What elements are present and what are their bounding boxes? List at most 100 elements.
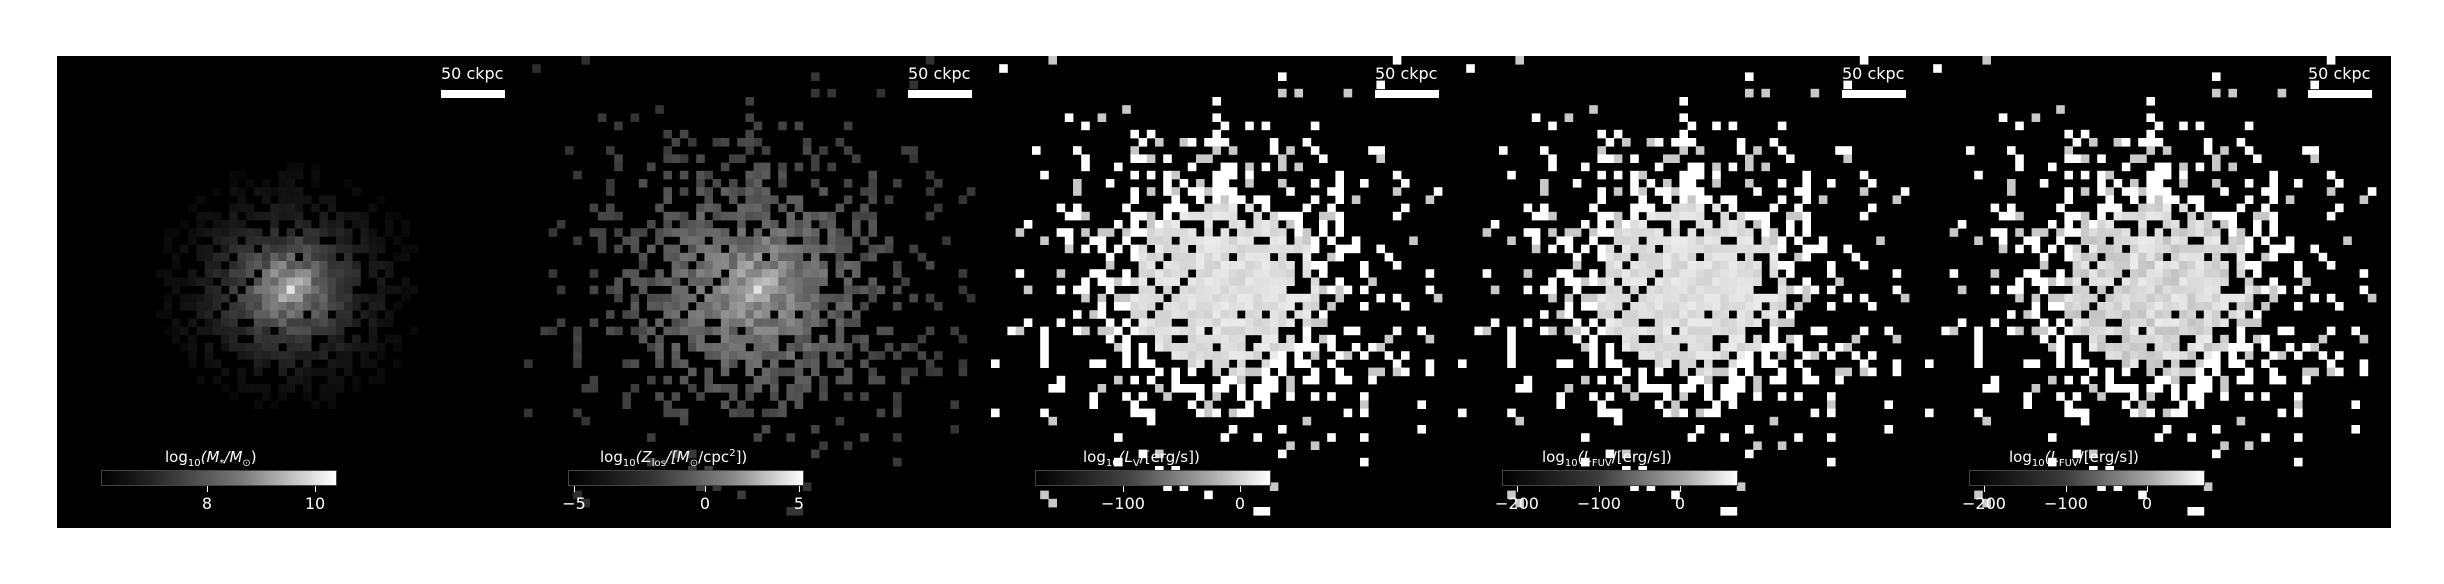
map-pixel — [1171, 195, 1180, 204]
map-pixel — [1687, 359, 1697, 368]
map-pixel — [1990, 269, 2000, 278]
map-pixel — [212, 261, 222, 270]
colorbar-label-sub: FUV — [1591, 458, 1612, 469]
map-pixel — [1687, 244, 1697, 254]
map-pixel — [286, 334, 296, 344]
map-pixel — [1245, 179, 1254, 188]
map-pixel — [2080, 318, 2090, 327]
map-pixel — [1859, 187, 1869, 196]
map-pixel — [2179, 351, 2188, 360]
map-pixel — [1187, 310, 1197, 319]
map-pixel — [286, 261, 296, 270]
map-pixel — [901, 277, 910, 286]
map-pixel — [1212, 211, 1221, 221]
map-pixel — [1745, 211, 1754, 221]
map-pixel — [1343, 375, 1353, 385]
map-pixel — [229, 220, 238, 229]
map-pixel — [2318, 351, 2328, 360]
map-pixel — [2146, 392, 2155, 401]
map-pixel — [647, 326, 656, 336]
map-pixel — [1097, 384, 1107, 393]
map-pixel — [344, 310, 353, 319]
map-pixel — [2187, 507, 2196, 516]
map-pixel — [1663, 277, 1672, 286]
map-pixel — [1761, 211, 1770, 221]
map-pixel — [2023, 400, 2032, 409]
map-pixel — [1679, 269, 1688, 278]
map-pixel — [1146, 359, 1156, 368]
map-pixel — [761, 244, 771, 254]
map-pixel — [1597, 211, 1606, 221]
map-pixel — [2244, 375, 2254, 385]
map-pixel — [1310, 441, 1320, 450]
map-pixel — [2080, 326, 2090, 336]
map-pixel — [1720, 318, 1729, 327]
map-pixel — [802, 375, 812, 385]
map-pixel — [319, 285, 328, 295]
map-pixel — [1728, 203, 1738, 213]
map-pixel — [679, 228, 689, 237]
map-pixel — [204, 318, 214, 327]
map-pixel — [221, 293, 230, 303]
map-pixel — [2023, 269, 2032, 278]
map-pixel — [893, 261, 902, 270]
map-pixel — [1630, 302, 1639, 311]
map-pixel — [2326, 211, 2336, 221]
map-pixel — [2064, 302, 2073, 311]
map-pixel — [221, 252, 230, 262]
map-pixel — [1794, 203, 1803, 213]
map-pixel — [262, 285, 271, 295]
map-pixel — [1220, 318, 1230, 327]
map-pixel — [1638, 375, 1647, 385]
map-pixel — [2072, 302, 2082, 311]
map-pixel — [1155, 252, 1164, 262]
map-pixel — [720, 261, 730, 270]
map-pixel — [1753, 187, 1762, 196]
map-pixel — [2203, 269, 2213, 278]
map-pixel — [2236, 334, 2246, 344]
map-pixel — [2212, 72, 2221, 81]
map-pixel — [1130, 195, 1139, 204]
map-pixel — [761, 367, 771, 377]
map-pixel — [204, 310, 214, 319]
map-pixel — [876, 408, 886, 418]
map-pixel — [1187, 293, 1197, 303]
map-pixel — [696, 154, 705, 163]
map-pixel — [794, 285, 804, 295]
map-pixel — [1155, 310, 1164, 319]
map-pixel — [1253, 211, 1262, 221]
map-pixel — [2195, 302, 2205, 311]
map-pixel — [2195, 244, 2205, 254]
map-pixel — [352, 220, 361, 229]
map-pixel — [770, 384, 779, 393]
map-pixel — [638, 228, 648, 237]
map-pixel — [303, 244, 312, 254]
map-pixel — [1630, 261, 1639, 270]
map-pixel — [679, 236, 689, 245]
map-pixel — [1056, 228, 1066, 237]
map-pixel — [819, 441, 828, 450]
map-pixel — [1146, 228, 1156, 237]
map-pixel — [1605, 252, 1615, 262]
map-pixel — [589, 228, 599, 237]
map-pixel — [221, 220, 230, 229]
map-pixel — [270, 318, 279, 327]
map-pixel — [786, 228, 795, 237]
map-pixel — [1794, 252, 1803, 262]
map-pixel — [2097, 154, 2106, 163]
map-pixel — [344, 359, 353, 368]
map-pixel — [581, 416, 590, 426]
map-pixel — [1687, 162, 1697, 172]
map-pixel — [2359, 334, 2369, 344]
map-pixel — [2236, 416, 2246, 426]
map-pixel — [262, 211, 271, 221]
map-pixel — [1679, 302, 1688, 311]
map-pixel — [712, 384, 722, 393]
colorbar — [1969, 470, 2205, 486]
map-pixel — [1777, 179, 1787, 188]
map-pixel — [2048, 457, 2057, 467]
map-pixel — [1220, 261, 1230, 270]
map-pixel — [385, 269, 394, 278]
map-pixel — [671, 277, 681, 286]
map-pixel — [253, 277, 263, 286]
